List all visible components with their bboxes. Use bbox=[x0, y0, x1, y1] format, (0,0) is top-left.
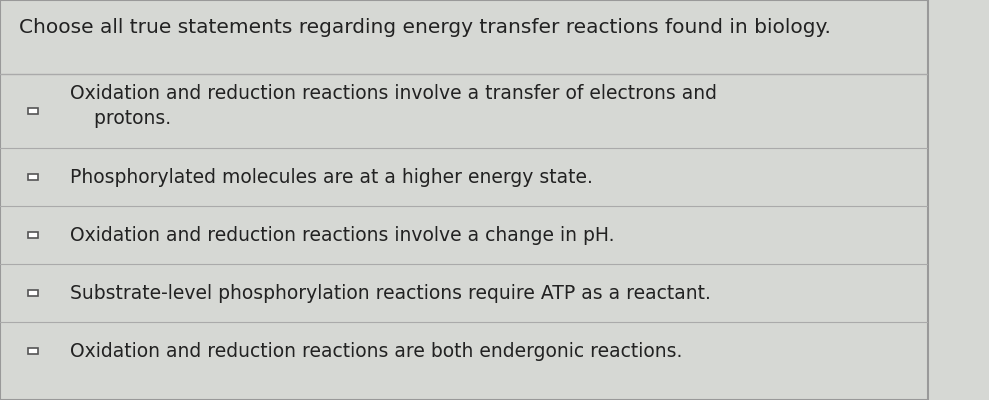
Text: Substrate-level phosphorylation reactions require ATP as a reactant.: Substrate-level phosphorylation reaction… bbox=[69, 284, 710, 302]
FancyBboxPatch shape bbox=[28, 290, 38, 296]
FancyBboxPatch shape bbox=[28, 174, 38, 180]
FancyBboxPatch shape bbox=[28, 348, 38, 354]
FancyBboxPatch shape bbox=[28, 232, 38, 238]
Text: Oxidation and reduction reactions involve a transfer of electrons and
    proton: Oxidation and reduction reactions involv… bbox=[69, 84, 717, 128]
Text: Oxidation and reduction reactions involve a change in pH.: Oxidation and reduction reactions involv… bbox=[69, 226, 614, 244]
Text: Oxidation and reduction reactions are both endergonic reactions.: Oxidation and reduction reactions are bo… bbox=[69, 342, 682, 360]
FancyBboxPatch shape bbox=[28, 108, 38, 114]
Text: Choose all true statements regarding energy transfer reactions found in biology.: Choose all true statements regarding ene… bbox=[19, 18, 831, 37]
Text: Phosphorylated molecules are at a higher energy state.: Phosphorylated molecules are at a higher… bbox=[69, 168, 592, 186]
